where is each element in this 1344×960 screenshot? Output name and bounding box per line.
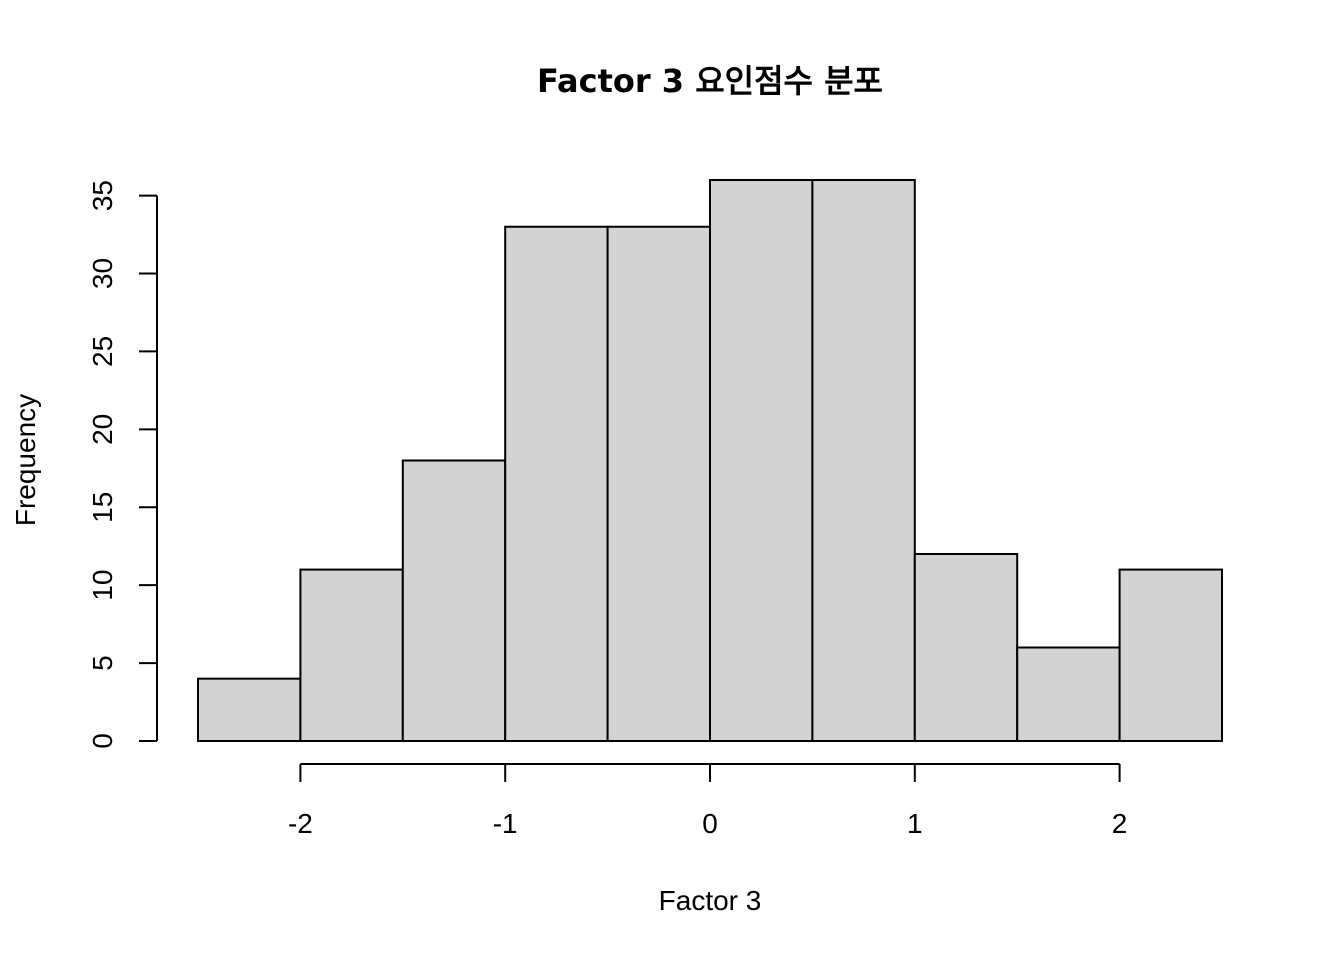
x-tick-label: -2	[288, 808, 313, 839]
x-tick-label: 2	[1112, 808, 1128, 839]
x-axis-label: Factor 3	[659, 885, 762, 916]
histogram-bar	[401, 459, 507, 742]
y-tick-label: 35	[87, 180, 118, 211]
y-tick-label: 30	[87, 258, 118, 289]
chart-title: Factor 3 요인점수 분포	[537, 62, 883, 100]
y-tick-label: 10	[87, 570, 118, 601]
y-axis-label: Frequency	[10, 394, 41, 526]
bars-group	[197, 179, 1223, 743]
histogram-bar	[709, 179, 814, 742]
y-tick-label: 25	[87, 336, 118, 367]
x-axis: -2 -1 0 1 2	[288, 763, 1128, 839]
histogram-bar	[504, 225, 609, 742]
histogram-bar	[1118, 568, 1223, 742]
y-axis: 0 5 10 15 20 25 30 35	[87, 180, 158, 749]
y-tick-label: 20	[87, 414, 118, 445]
histogram-bar	[606, 225, 711, 742]
x-tick-label: -1	[493, 808, 518, 839]
histogram-bar	[811, 179, 916, 742]
histogram-bar	[913, 553, 1019, 742]
histogram-bar	[299, 568, 404, 742]
histogram-bar	[1016, 646, 1121, 742]
y-tick-label: 5	[87, 655, 118, 671]
x-tick-label: 0	[702, 808, 718, 839]
y-tick-label: 0	[87, 733, 118, 749]
x-tick-label: 1	[907, 808, 923, 839]
y-tick-label: 15	[87, 492, 118, 523]
histogram-bar	[197, 677, 302, 743]
